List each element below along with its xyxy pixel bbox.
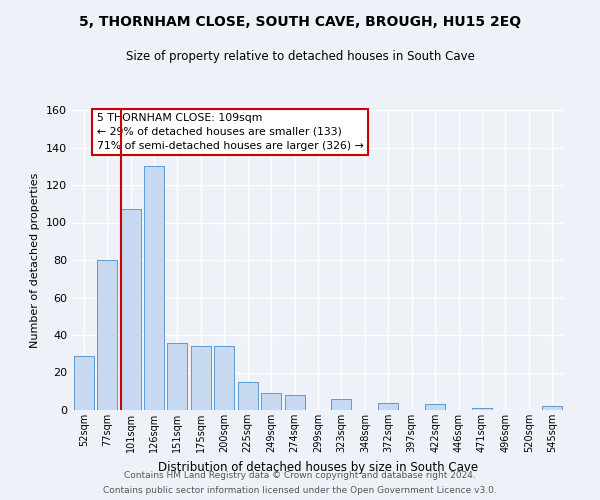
Bar [144, 166, 164, 410]
Bar [379, 402, 398, 410]
Bar [191, 346, 211, 410]
Bar [214, 346, 234, 410]
Bar [331, 399, 352, 410]
X-axis label: Distribution of detached houses by size in South Cave: Distribution of detached houses by size … [158, 460, 478, 473]
Y-axis label: Number of detached properties: Number of detached properties [31, 172, 40, 348]
Bar [425, 404, 445, 410]
Text: Contains HM Land Registry data © Crown copyright and database right 2024.: Contains HM Land Registry data © Crown c… [124, 471, 476, 480]
Bar [261, 393, 281, 410]
Bar [472, 408, 492, 410]
Text: Contains public sector information licensed under the Open Government Licence v3: Contains public sector information licen… [103, 486, 497, 495]
Bar [542, 406, 562, 410]
Text: 5 THORNHAM CLOSE: 109sqm
← 29% of detached houses are smaller (133)
71% of semi-: 5 THORNHAM CLOSE: 109sqm ← 29% of detach… [97, 113, 364, 151]
Bar [238, 382, 257, 410]
Bar [74, 356, 94, 410]
Bar [284, 395, 305, 410]
Text: 5, THORNHAM CLOSE, SOUTH CAVE, BROUGH, HU15 2EQ: 5, THORNHAM CLOSE, SOUTH CAVE, BROUGH, H… [79, 15, 521, 29]
Bar [121, 210, 140, 410]
Text: Size of property relative to detached houses in South Cave: Size of property relative to detached ho… [125, 50, 475, 63]
Bar [167, 342, 187, 410]
Bar [97, 260, 117, 410]
